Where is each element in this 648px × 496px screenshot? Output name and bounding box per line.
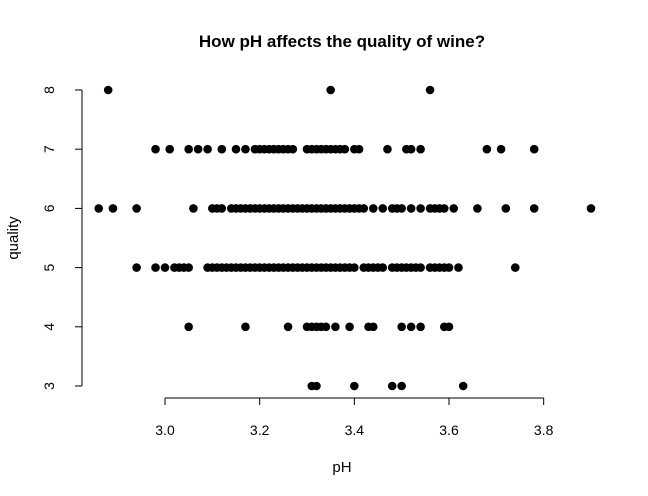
data-point xyxy=(482,144,492,154)
data-point xyxy=(387,381,397,391)
data-point xyxy=(217,144,227,154)
data-point xyxy=(368,204,378,213)
data-point xyxy=(416,263,425,272)
x-tick-label: 3.6 xyxy=(439,422,459,438)
data-point xyxy=(331,322,340,332)
data-point xyxy=(416,204,425,213)
data-point xyxy=(350,381,359,391)
y-tick-label: 4 xyxy=(41,323,57,331)
data-point xyxy=(378,204,388,213)
data-point xyxy=(103,85,113,95)
x-tick-label: 3.8 xyxy=(534,422,554,438)
data-point xyxy=(359,204,369,213)
y-axis-label: quality xyxy=(5,216,22,260)
data-point xyxy=(354,144,364,154)
data-point xyxy=(496,144,506,154)
data-point xyxy=(184,144,193,154)
data-point xyxy=(397,381,406,391)
data-point xyxy=(132,263,141,272)
data-point xyxy=(425,85,435,95)
data-point xyxy=(473,204,482,213)
data-point xyxy=(383,144,392,154)
y-tick-label: 5 xyxy=(41,263,57,271)
data-point xyxy=(160,263,170,272)
data-point xyxy=(406,144,416,154)
data-point xyxy=(241,322,250,332)
data-point xyxy=(326,85,335,95)
y-axis: 3 4 5 6 7 8 xyxy=(41,86,83,390)
data-point xyxy=(454,263,463,272)
data-point xyxy=(288,144,298,154)
data-point xyxy=(510,263,520,272)
data-point xyxy=(368,322,378,332)
data-point xyxy=(406,204,416,213)
y-tick-label: 3 xyxy=(41,382,57,390)
data-points xyxy=(94,85,596,391)
data-point xyxy=(444,322,454,332)
data-point xyxy=(397,204,406,213)
data-point xyxy=(350,263,359,272)
data-point xyxy=(501,204,511,213)
data-point xyxy=(241,144,250,154)
data-point xyxy=(340,144,350,154)
data-point xyxy=(203,144,212,154)
data-point xyxy=(151,144,160,154)
data-point xyxy=(165,144,175,154)
data-point xyxy=(184,322,193,332)
data-point xyxy=(184,263,193,272)
data-point xyxy=(416,144,425,154)
x-tick-label: 3.0 xyxy=(155,422,175,438)
y-tick-label: 7 xyxy=(41,145,57,153)
data-point xyxy=(529,204,539,213)
x-tick-label: 3.4 xyxy=(345,422,365,438)
x-tick-label: 3.2 xyxy=(250,422,270,438)
data-point xyxy=(321,322,331,332)
data-point xyxy=(217,204,227,213)
data-point xyxy=(94,204,104,213)
data-point xyxy=(378,263,388,272)
data-point xyxy=(416,322,425,332)
data-point xyxy=(397,322,406,332)
data-point xyxy=(189,204,198,213)
chart-title: How pH affects the quality of wine? xyxy=(199,32,485,51)
data-point xyxy=(406,322,416,332)
data-point xyxy=(586,204,596,213)
data-point xyxy=(193,144,203,154)
data-point xyxy=(529,144,539,154)
data-point xyxy=(231,144,241,154)
y-tick-label: 8 xyxy=(41,86,57,94)
data-point xyxy=(449,204,459,213)
data-point xyxy=(439,204,449,213)
data-point xyxy=(108,204,118,213)
data-point xyxy=(312,381,321,391)
data-point xyxy=(458,381,468,391)
data-point xyxy=(132,204,141,213)
data-point xyxy=(444,263,454,272)
x-axis: 3.0 3.2 3.4 3.6 3.8 xyxy=(155,397,554,438)
data-point xyxy=(283,322,293,332)
x-axis-label: pH xyxy=(332,459,351,476)
data-point xyxy=(151,263,160,272)
y-tick-label: 6 xyxy=(41,204,57,212)
data-point xyxy=(345,322,354,332)
